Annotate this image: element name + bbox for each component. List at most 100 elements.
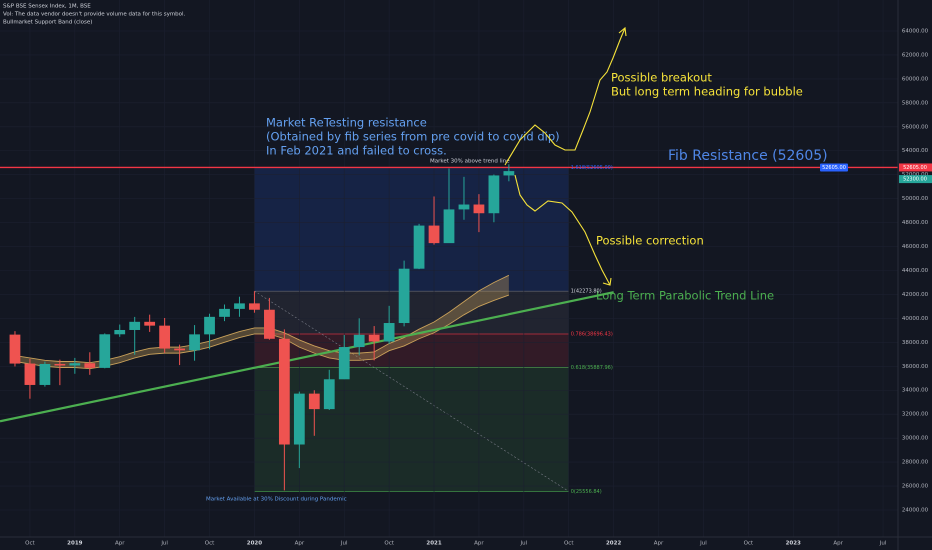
- annotation: (Obtained by fib series from pre covid t…: [266, 130, 560, 144]
- x-tick-label: Oct: [744, 541, 754, 547]
- x-tick-label: 2019: [67, 541, 82, 547]
- arrow-head: [602, 277, 612, 286]
- candle-body: [144, 321, 156, 326]
- annotation: But long term heading for bubble: [611, 85, 803, 99]
- candle-body: [264, 309, 275, 339]
- main-layer: [0, 164, 898, 491]
- x-tick-label: Jul: [160, 541, 168, 547]
- price-tag: [820, 163, 848, 172]
- x-tick-label: Oct: [564, 541, 574, 547]
- fib-zone: [254, 167, 569, 292]
- price-tag-label: 52605.00: [822, 165, 846, 171]
- y-tick-label: 48000.00: [902, 220, 929, 226]
- y-tick-label: 30000.00: [902, 436, 929, 442]
- y-tick-label: 40000.00: [902, 316, 929, 322]
- fib-label: 0.618(35887.96): [571, 365, 613, 371]
- annotation: Market Available at 30% Discount during …: [206, 497, 347, 503]
- candle-body: [293, 393, 305, 445]
- x-tick-label: Apr: [295, 541, 305, 547]
- candle-body: [54, 363, 66, 366]
- candle-body: [383, 323, 395, 342]
- band-line: [14, 294, 510, 370]
- trend-line-label: Long Term Parabolic Trend Line: [596, 289, 774, 303]
- header-subtitle: Vol: The data vendor doesn't provide vol…: [3, 12, 186, 18]
- y-tick-label: 42000.00: [902, 292, 929, 298]
- candle-body: [278, 338, 290, 445]
- y-tick-label: 38000.00: [902, 340, 929, 346]
- x-tick-label: 2021: [426, 541, 441, 547]
- x-tick-label: Oct: [25, 541, 35, 547]
- y-tick-label: 64000.00: [902, 28, 929, 34]
- candle-body: [443, 209, 455, 244]
- x-tick-label: Jul: [520, 541, 528, 547]
- header-title: S&P BSE Sensex Index, 1M, BSE: [3, 4, 91, 10]
- x-tick-label: Apr: [654, 541, 664, 547]
- fib-zone: [254, 334, 569, 368]
- candle-body: [488, 175, 500, 214]
- candle-body: [9, 334, 21, 364]
- x-tick-label: Apr: [833, 541, 843, 547]
- x-tick-label: Apr: [115, 541, 125, 547]
- y-tick-label: 46000.00: [902, 244, 929, 250]
- correction-path: [514, 174, 611, 286]
- candle-body: [159, 325, 171, 349]
- x-tick-label: Jul: [340, 541, 348, 547]
- price-tag-label: 52605.00: [903, 165, 927, 171]
- y-tick-label: 62000.00: [902, 52, 929, 58]
- candle-body: [458, 204, 470, 210]
- y-tick-label: 56000.00: [902, 124, 929, 130]
- y-tick-label: 44000.00: [902, 268, 929, 274]
- x-tick-label: Jul: [879, 541, 887, 547]
- y-tick-label: 32000.00: [902, 412, 929, 418]
- candle-body: [129, 321, 141, 330]
- candle-body: [503, 171, 515, 176]
- candle-body: [398, 268, 410, 324]
- fib-label: 1(42273.80): [571, 289, 602, 295]
- candle-body: [338, 347, 350, 380]
- trend-line: [0, 291, 614, 423]
- candle-body: [413, 225, 425, 269]
- annotation: Market 30% above trend line: [430, 159, 510, 165]
- x-tick-label: Apr: [474, 541, 484, 547]
- candle-body: [368, 334, 380, 342]
- candle-body: [234, 303, 245, 309]
- x-tick-label: 2020: [247, 541, 262, 547]
- y-tick-label: 60000.00: [902, 76, 929, 82]
- fib-label: 0(25556.84): [571, 489, 602, 495]
- candle-body: [99, 334, 111, 368]
- candle-body: [114, 329, 126, 335]
- annotation: Market ReTesting resistance: [266, 116, 427, 130]
- candle-body: [24, 363, 36, 385]
- candle-body: [308, 393, 320, 410]
- y-tick-label: 36000.00: [902, 364, 929, 370]
- y-tick-label: 24000.00: [902, 507, 929, 513]
- candle-body: [204, 316, 215, 335]
- x-tick-label: Oct: [384, 541, 394, 547]
- candle-body: [69, 363, 81, 366]
- fib-zone: [254, 367, 569, 492]
- y-tick-label: 54000.00: [902, 148, 929, 154]
- y-tick-label: 28000.00: [902, 460, 929, 466]
- candle-body: [174, 348, 185, 351]
- hand-drawn-paths: [504, 26, 627, 286]
- resistance-label: Fib Resistance (52605): [668, 148, 828, 164]
- fib-label: 1.618(52605.00): [571, 165, 613, 171]
- annotation: Possible correction: [596, 234, 704, 248]
- breakout-path: [504, 27, 626, 166]
- x-tick-label: Oct: [205, 541, 215, 547]
- candle-body: [84, 363, 96, 368]
- y-tick-label: 58000.00: [902, 100, 929, 106]
- indicator-name: Bullmarket Support Band (close): [3, 20, 92, 26]
- annotation: In Feb 2021 and failed to cross.: [266, 144, 447, 158]
- candle-body: [249, 303, 260, 310]
- y-tick-label: 34000.00: [902, 388, 929, 394]
- fib-label: 0.786(38696.43): [571, 332, 613, 338]
- price-tag-label: 52300.00: [903, 177, 927, 183]
- band-line: [14, 274, 510, 364]
- candle-body: [428, 225, 440, 244]
- candle-body: [219, 308, 230, 317]
- candle-body: [189, 334, 200, 351]
- arrow-head: [618, 26, 627, 37]
